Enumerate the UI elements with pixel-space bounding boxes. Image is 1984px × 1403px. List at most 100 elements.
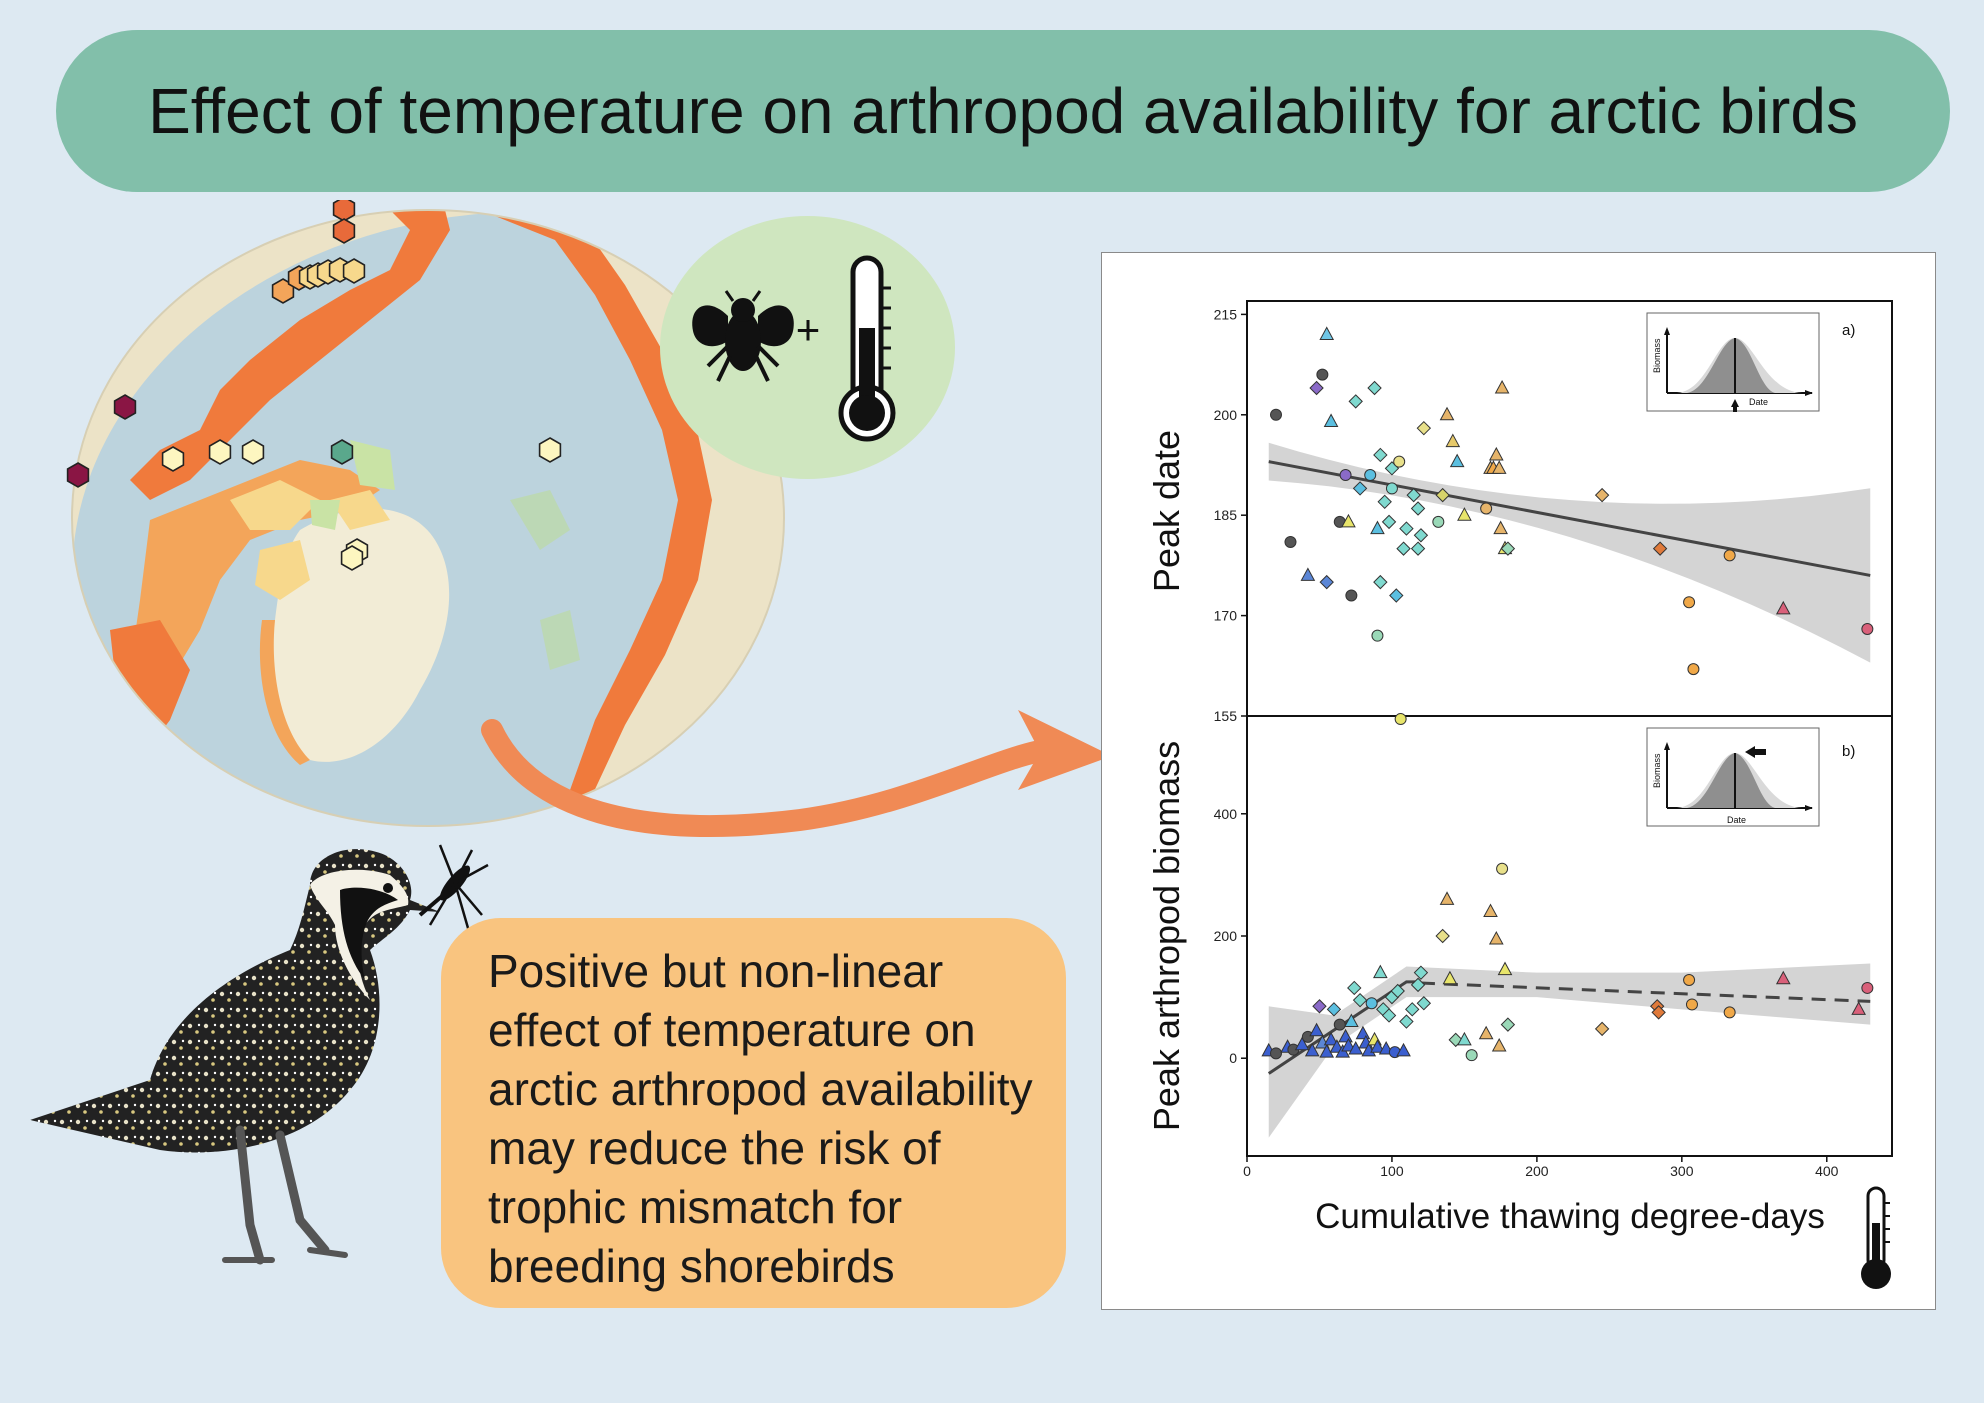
site-markers	[66, 200, 562, 571]
data-point	[1300, 567, 1316, 581]
x-tick-label: 400	[1815, 1163, 1839, 1179]
data-point	[1491, 1037, 1507, 1052]
map-ural-green	[510, 490, 580, 670]
data-point	[1294, 1036, 1310, 1051]
data-point	[1497, 961, 1513, 976]
data-point	[1269, 1047, 1282, 1060]
data-point	[1364, 469, 1377, 482]
data-point	[1435, 487, 1450, 503]
data-point	[1652, 541, 1668, 556]
x-tick-label: 100	[1380, 1163, 1404, 1179]
data-point	[1373, 964, 1388, 979]
data-point	[1445, 433, 1461, 448]
site-hexagon	[332, 218, 356, 244]
inset-a-xlabel: Date	[1749, 397, 1768, 407]
y-tick-label: 185	[1214, 507, 1238, 523]
map-greenland-coast	[259, 620, 310, 765]
data-point	[1319, 574, 1334, 590]
data-point	[1373, 447, 1388, 463]
data-point	[1478, 1025, 1494, 1040]
y-tick-label: 400	[1214, 806, 1238, 822]
thermometer-small-icon	[1861, 1186, 1891, 1289]
data-point	[1309, 1022, 1324, 1037]
data-point	[1775, 600, 1791, 615]
data-point	[1775, 970, 1791, 985]
data-point	[1500, 1017, 1516, 1032]
data-point	[1410, 541, 1426, 556]
data-point	[1396, 541, 1411, 556]
x-axis-label: Cumulative thawing degree-days	[1315, 1197, 1825, 1236]
data-point	[1500, 541, 1516, 556]
data-point	[1344, 1013, 1359, 1028]
data-point	[1326, 1002, 1342, 1017]
data-point	[1439, 406, 1455, 421]
inset-a: Biomass Date	[1646, 312, 1820, 412]
thermometer-icon	[838, 255, 896, 442]
y-tick-label: 155	[1214, 708, 1238, 724]
data-point	[1309, 380, 1324, 396]
data-point	[1449, 453, 1465, 468]
data-point	[1480, 502, 1493, 515]
plus-sign: +	[796, 306, 821, 353]
data-point	[1457, 507, 1472, 521]
data-point	[1496, 862, 1509, 875]
data-point	[1396, 1042, 1411, 1057]
data-point	[1370, 520, 1385, 535]
page-title: Effect of temperature on arthropod avail…	[148, 75, 1858, 147]
site-hexagon	[538, 437, 562, 463]
data-point	[1367, 380, 1382, 396]
site-hexagon	[340, 545, 364, 571]
inset-b-ylabel: Biomass	[1652, 753, 1662, 788]
map-greenland	[270, 508, 450, 762]
data-point	[1483, 903, 1498, 918]
site-hexagon	[113, 394, 137, 420]
data-point	[1390, 983, 1405, 999]
data-point	[1465, 1049, 1478, 1062]
data-point	[1319, 1044, 1335, 1058]
confidence-band	[1268, 442, 1871, 663]
site-hexagon	[330, 439, 354, 465]
data-point	[1651, 1005, 1666, 1020]
data-point	[1723, 549, 1736, 562]
data-point	[1488, 446, 1504, 461]
y-axis-label-a: Peak date	[1146, 430, 1187, 592]
data-point	[1304, 1042, 1320, 1057]
data-point	[1406, 487, 1421, 503]
bird-icon	[30, 844, 489, 1265]
mosquito-icon	[418, 844, 489, 936]
data-point	[1352, 481, 1368, 496]
site-hexagon	[241, 439, 265, 465]
data-point	[1439, 891, 1455, 905]
data-point	[1323, 1031, 1339, 1046]
y-tick-label: 215	[1214, 306, 1238, 322]
data-point	[1348, 394, 1363, 409]
data-point	[1416, 996, 1432, 1011]
data-point	[1373, 574, 1388, 590]
data-point	[1416, 420, 1432, 436]
site-hexagon	[342, 258, 366, 284]
y-tick-label: 0	[1229, 1050, 1237, 1066]
callout-text: Positive but non-linear effect of temper…	[488, 945, 1033, 1292]
data-point	[1341, 513, 1356, 528]
y-tick-label: 200	[1214, 407, 1238, 423]
chart-svg: Peak date Peak arthropod biomass a) b) C…	[1146, 300, 1893, 1289]
data-point	[1861, 981, 1874, 994]
data-point	[1347, 980, 1362, 996]
callout-box: Positive but non-linear effect of temper…	[441, 918, 1066, 1308]
data-point	[1594, 1021, 1610, 1037]
data-point	[1494, 379, 1510, 394]
data-point	[1312, 999, 1327, 1014]
data-point	[1435, 928, 1450, 944]
panel-label-b: b)	[1842, 743, 1855, 760]
site-hexagon	[66, 462, 90, 488]
y-axis-label-b: Peak arthropod biomass	[1146, 741, 1187, 1131]
data-point	[1399, 1014, 1414, 1029]
data-point	[1594, 487, 1610, 503]
data-point	[1851, 1001, 1867, 1015]
data-point	[1457, 1031, 1472, 1046]
map-canada-islands	[230, 480, 390, 600]
data-point	[1413, 965, 1429, 980]
data-point	[1370, 1039, 1385, 1053]
icon-circle: +	[660, 216, 955, 479]
data-point	[1333, 1018, 1346, 1031]
